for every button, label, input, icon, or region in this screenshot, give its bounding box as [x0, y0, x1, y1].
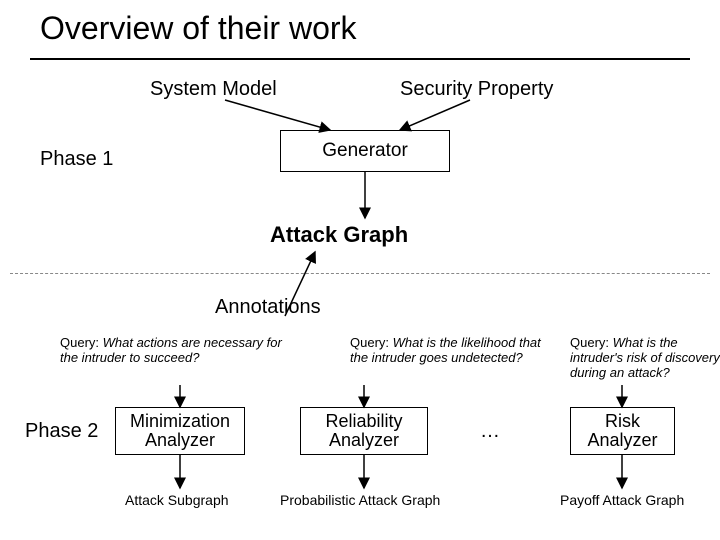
- generator-text: Generator: [322, 140, 408, 162]
- reliability-analyzer-box: Reliability Analyzer: [300, 407, 428, 455]
- generator-box: Generator: [280, 130, 450, 172]
- attack-subgraph-label: Attack Subgraph: [125, 492, 229, 508]
- phase1-label: Phase 1: [40, 148, 113, 171]
- query-2-prefix: Query:: [350, 335, 393, 350]
- slide: Overview of their work System Model Secu…: [0, 0, 720, 540]
- phase2-label: Phase 2: [25, 420, 98, 443]
- attack-graph-label: Attack Graph: [270, 222, 408, 248]
- query-1-prefix: Query:: [60, 335, 103, 350]
- minimization-analyzer-box: Minimization Analyzer: [115, 407, 245, 455]
- minimization-analyzer-text: Minimization Analyzer: [120, 412, 240, 450]
- system-model-label: System Model: [150, 78, 277, 101]
- risk-analyzer-box: Risk Analyzer: [570, 407, 675, 455]
- risk-analyzer-text: Risk Analyzer: [575, 412, 670, 450]
- security-property-label: Security Property: [400, 78, 553, 101]
- ellipsis: …: [480, 420, 500, 443]
- page-title: Overview of their work: [40, 10, 357, 47]
- arrows-layer: [0, 0, 720, 540]
- title-underline: [30, 58, 690, 60]
- query-1: Query: What actions are necessary for th…: [60, 336, 285, 366]
- reliability-analyzer-text: Reliability Analyzer: [305, 412, 423, 450]
- annotations-label: Annotations: [215, 296, 321, 319]
- query-2: Query: What is the likelihood that the i…: [350, 336, 550, 366]
- phase-divider: [10, 273, 710, 274]
- probabilistic-attack-graph-label: Probabilistic Attack Graph: [280, 492, 440, 508]
- query-3: Query: What is the intruder's risk of di…: [570, 336, 720, 381]
- query-3-prefix: Query:: [570, 335, 613, 350]
- payoff-attack-graph-label: Payoff Attack Graph: [560, 492, 684, 508]
